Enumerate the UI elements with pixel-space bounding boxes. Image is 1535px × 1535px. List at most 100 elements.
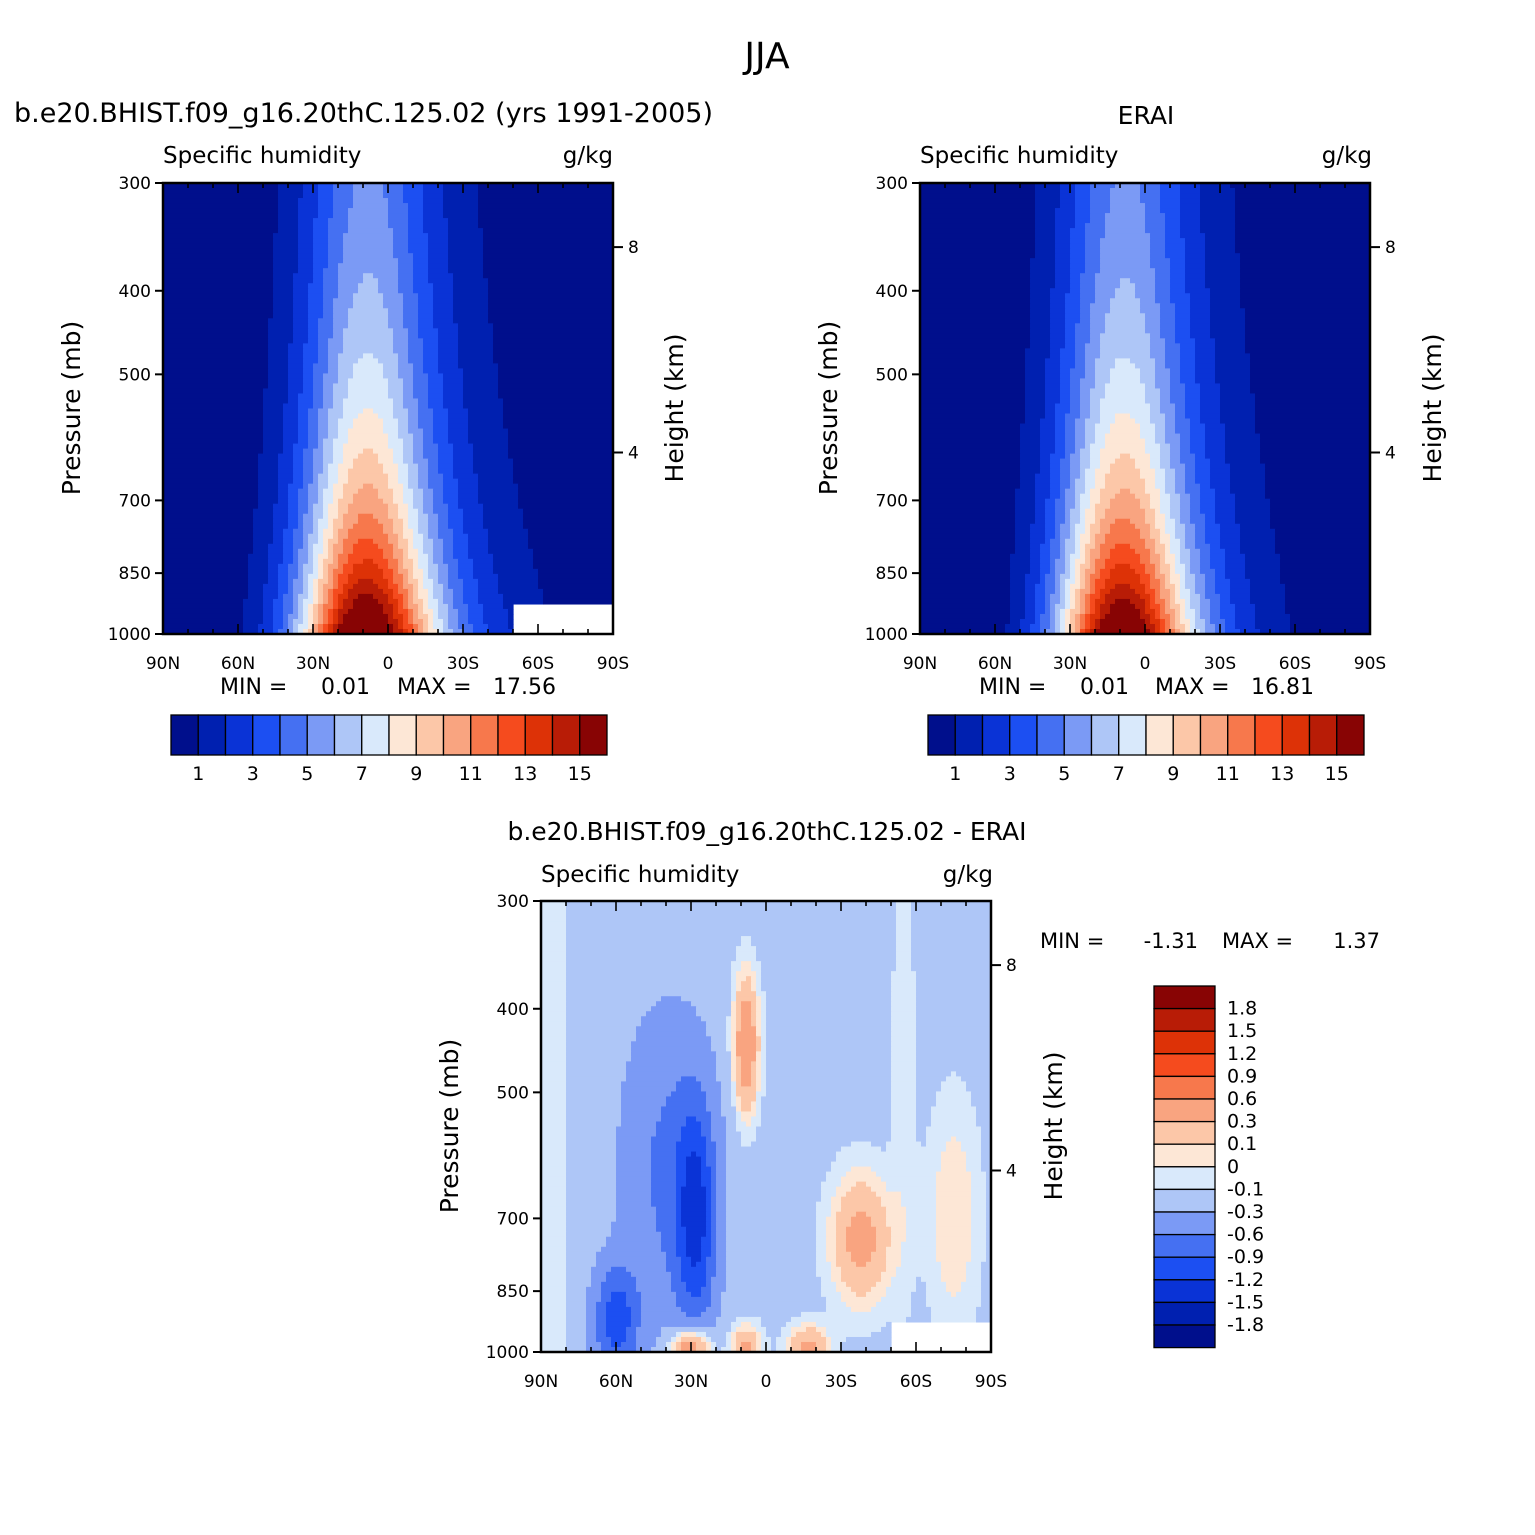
model-field-cell	[318, 358, 329, 364]
model-field-cell	[448, 523, 464, 530]
diff-field-cell	[566, 1151, 617, 1158]
diff-field-cell	[821, 1291, 842, 1298]
obs-field-cell	[1155, 423, 1166, 430]
diff-field-cell	[766, 1061, 892, 1067]
model-field-cell	[298, 428, 309, 435]
obs-field-cell	[1090, 548, 1101, 555]
model-field-cell	[433, 553, 444, 560]
model-field-cell	[293, 313, 309, 319]
diff-field-cell	[936, 1246, 972, 1253]
model-field-cell	[288, 358, 304, 364]
obs-field-cell	[920, 558, 1011, 565]
model-field-cell	[383, 528, 394, 535]
obs-field-cell	[1065, 608, 1071, 615]
obs-field-cell	[1230, 588, 1251, 595]
model-field-cell	[288, 613, 299, 620]
diff-field-cell	[636, 1341, 657, 1348]
obs-field-cell	[1115, 563, 1131, 570]
diff-field-cell	[936, 1211, 972, 1218]
diff-field-cell	[986, 1246, 991, 1253]
obs-field-cell	[1020, 463, 1041, 470]
model-field-cell	[293, 283, 309, 289]
diff-field-cell	[731, 1021, 737, 1027]
model-field-cell	[448, 258, 484, 264]
diff-field-cell	[756, 951, 897, 957]
diff-field-cell	[711, 1226, 717, 1233]
model-field-cell	[443, 208, 479, 214]
model-field-cell	[463, 403, 504, 410]
model-field-cell	[328, 538, 339, 545]
obs-field-cell	[1150, 248, 1166, 254]
model-field-cell	[503, 598, 544, 605]
obs-field-cell	[1035, 608, 1046, 615]
diff-field-cell	[836, 1236, 847, 1243]
model-field-cell	[498, 378, 613, 385]
diff-field-cell	[681, 1076, 697, 1082]
diff-field-cell	[706, 1346, 712, 1352]
obs-field-cell	[1065, 508, 1071, 515]
obs-field-cell	[1185, 403, 1201, 410]
diff-field-cell	[586, 1346, 602, 1352]
diff-field-cell	[541, 1171, 567, 1178]
obs-field-cell	[1170, 493, 1181, 500]
model-field-cell	[303, 183, 319, 189]
model-field-cell	[253, 543, 269, 550]
model-field-cell	[453, 453, 474, 460]
obs-field-cell	[1070, 258, 1086, 264]
model-field-cell	[283, 433, 299, 440]
model-field-cell	[333, 558, 339, 565]
diff-field-cell	[741, 1056, 757, 1062]
obs-field-cell	[1115, 183, 1141, 189]
obs-field-cell	[1220, 538, 1241, 545]
diff-field-cell	[756, 1001, 762, 1007]
diff-field-cell	[716, 1341, 727, 1348]
diff-field-cell	[566, 921, 897, 927]
model-field-cell	[313, 478, 319, 485]
obs-field-cell	[1100, 588, 1111, 595]
diff-field-cell	[726, 1241, 817, 1248]
diff-field-cell	[836, 1221, 852, 1228]
diff-field-cell	[731, 1086, 737, 1093]
model-field-cell	[383, 568, 394, 575]
diff-field-cell	[676, 1336, 682, 1343]
model-field-cell	[338, 558, 349, 565]
model-field-cell	[253, 533, 274, 540]
obs-field-cell	[1060, 593, 1066, 600]
model-field-cell	[348, 608, 384, 615]
obs-field-cell	[1085, 483, 1096, 490]
model-field-cell	[298, 603, 304, 610]
model-field-cell	[478, 588, 499, 595]
model-field-cell	[333, 533, 339, 540]
obs-field-cell	[1090, 503, 1096, 510]
model-field-cell	[473, 443, 509, 450]
diff-field-cell	[541, 1191, 567, 1198]
diff-field-cell	[541, 1321, 567, 1328]
diff-field-cell	[541, 1036, 567, 1042]
model-field-cell	[443, 548, 454, 555]
model-field-cell	[323, 378, 339, 385]
obs-field-cell	[1055, 528, 1061, 535]
obs-field-cell	[1245, 348, 1370, 354]
model-field-cell	[293, 478, 304, 485]
diff-field-cell	[716, 1221, 727, 1228]
obs-field-cell	[1030, 543, 1041, 550]
diff-field-cell	[841, 1341, 892, 1348]
model-field-cell	[333, 528, 339, 535]
model-field-cell	[433, 303, 454, 309]
diff-field-cell	[981, 1141, 991, 1148]
diff-field-cell	[631, 1046, 712, 1052]
obs-field-cell	[1105, 323, 1146, 329]
obs-field-cell	[1205, 623, 1216, 630]
diff-field-cell	[691, 1256, 702, 1263]
model-field-cell	[243, 628, 259, 634]
model-field-cell	[493, 343, 613, 349]
diff-field-cell	[731, 1026, 737, 1032]
obs-field-cell	[1075, 443, 1086, 450]
diff-field-cell	[701, 1171, 712, 1178]
obs-field-cell	[1085, 593, 1091, 600]
diff-field-cell	[931, 1116, 977, 1123]
model-field-cell	[448, 578, 464, 585]
model-field-cell	[418, 398, 429, 405]
obs-field-cell	[1220, 593, 1231, 600]
model-field-cell	[428, 473, 444, 480]
